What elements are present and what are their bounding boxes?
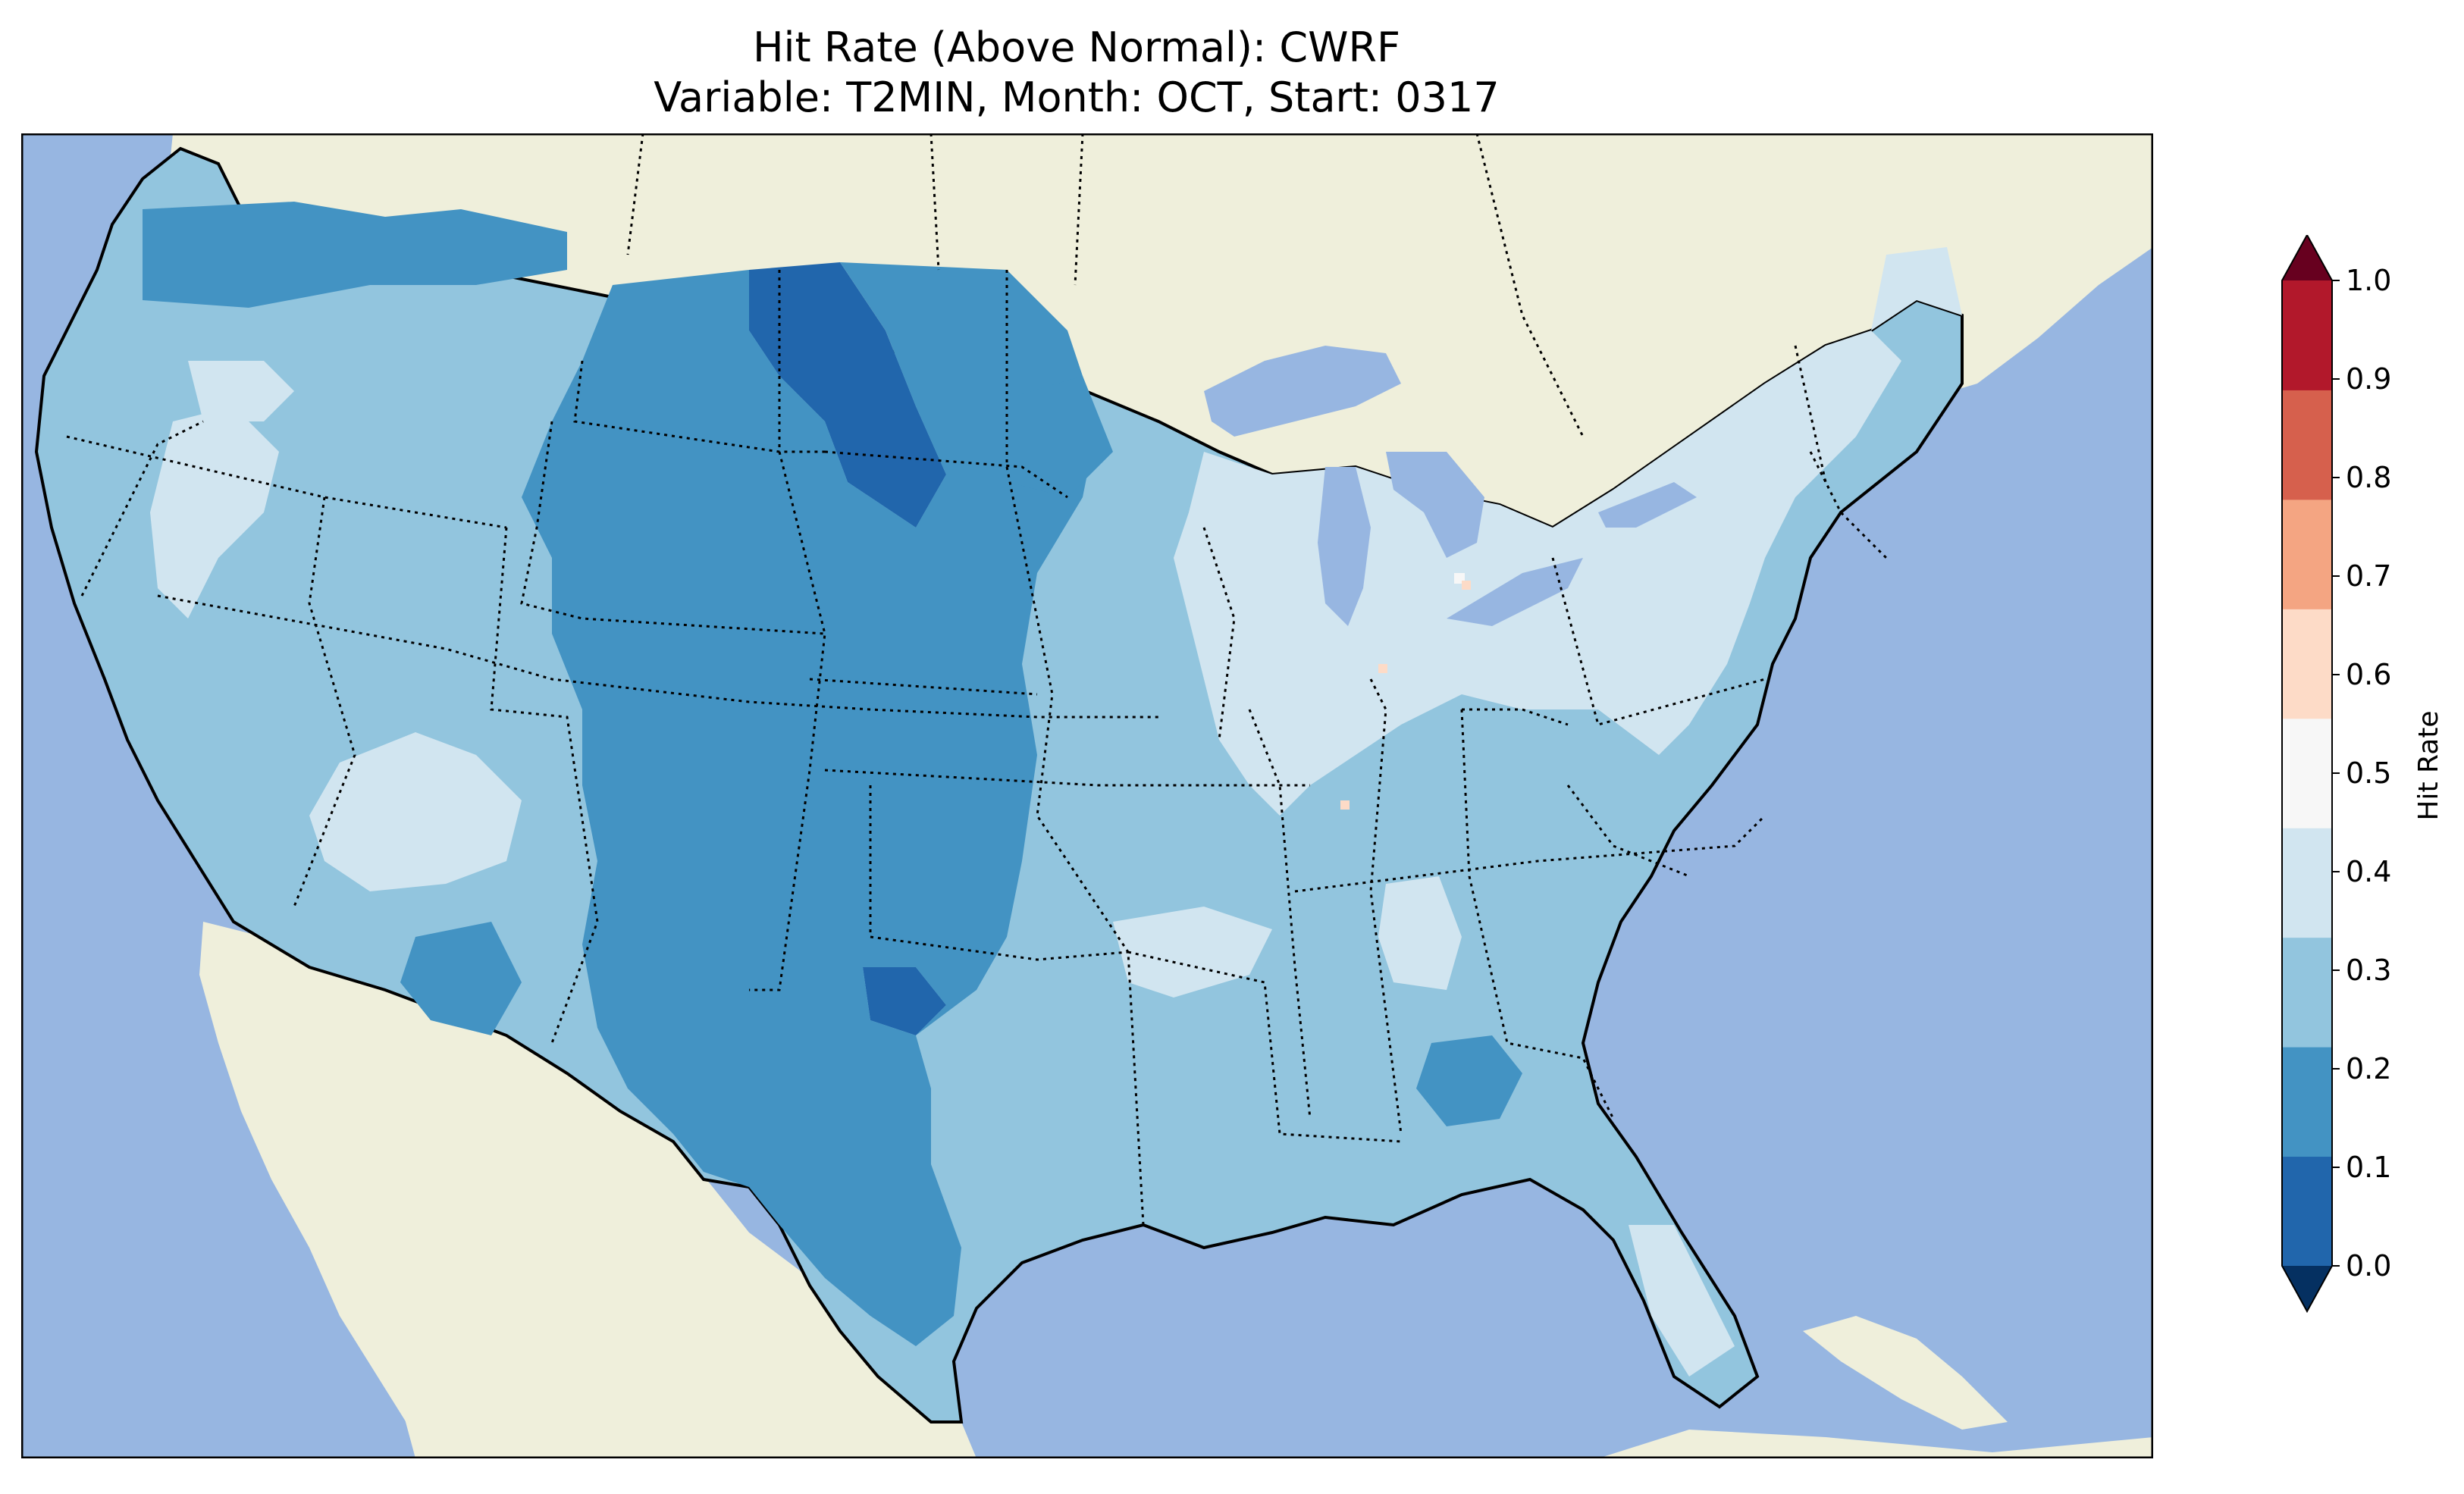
patch-0.1-0.2 xyxy=(749,262,946,528)
border xyxy=(157,594,1158,719)
colorbar-tick-label: 0.7 xyxy=(2346,559,2391,593)
cuba-land xyxy=(1803,1316,2008,1430)
state-borders xyxy=(66,133,1888,1226)
colorbar-segment xyxy=(2282,1156,2332,1267)
colorbar-tick-label: 0.8 xyxy=(2346,461,2391,494)
border xyxy=(80,420,204,597)
border xyxy=(293,496,356,907)
patch-0.6-0.7 xyxy=(1340,800,1350,810)
colorbar-segment xyxy=(2282,280,2332,390)
colorbar-segment xyxy=(2282,937,2332,1048)
lake-erie xyxy=(1447,558,1583,626)
great-lakes xyxy=(1204,346,1697,626)
south-land xyxy=(1598,1430,2153,1458)
border xyxy=(490,527,599,1044)
patch-0.2-0.3 xyxy=(1007,376,1113,497)
border xyxy=(520,421,826,635)
border xyxy=(1794,345,1827,483)
patch-0.6-0.7 xyxy=(1378,664,1387,673)
border xyxy=(824,769,1310,787)
border xyxy=(749,270,826,991)
border xyxy=(809,678,1038,696)
map-frame xyxy=(21,133,2153,1458)
border xyxy=(1202,527,1236,741)
patch-0.1-0.2 xyxy=(863,967,946,1035)
colorbar-segments xyxy=(2281,235,2333,1314)
border xyxy=(1248,709,1312,1120)
colorbar-segment xyxy=(2282,828,2332,938)
border xyxy=(929,133,940,271)
patch-0.2-0.3 xyxy=(1416,1035,1522,1126)
map-panel xyxy=(21,133,2153,1458)
patch-0.4-0.5 xyxy=(1378,876,1462,990)
colorbar-tick-label: 0.0 xyxy=(2346,1249,2391,1283)
patch-0.2-0.3 xyxy=(400,922,522,1035)
colorbar-tick-label: 0.4 xyxy=(2346,855,2391,888)
colorbar-tick-label: 0.5 xyxy=(2346,756,2391,790)
colorbar-segment xyxy=(2282,1047,2332,1157)
colorbar-label: Hit Rate xyxy=(2413,710,2444,820)
border xyxy=(1462,708,1569,726)
border xyxy=(1294,814,1766,893)
lake-michigan xyxy=(1318,467,1371,626)
title-line-2: Variable: T2MIN, Month: OCT, Start: 0317 xyxy=(654,74,1500,121)
colorbar-extend-max xyxy=(2282,235,2332,280)
border xyxy=(869,785,1129,961)
patch-0.4-0.5 xyxy=(1871,247,1962,330)
border xyxy=(1005,270,1145,1226)
patch-0.6-0.7 xyxy=(1462,581,1471,590)
patch-0.2-0.3 xyxy=(522,262,1098,1346)
colorbar: 0.0 0.1 0.2 0.3 0.4 0.5 0.6 0.7 0.8 0.9 1.0 Hit Ra… xyxy=(2281,235,2444,1314)
colorbar-tick-label: 0.6 xyxy=(2346,658,2391,691)
colorbar-tick-label: 0.1 xyxy=(2346,1151,2391,1184)
chart-title: Hit Rate (Above Normal): CWRF Variable: … xyxy=(0,23,2153,123)
patch-0.4-0.5 xyxy=(309,732,522,891)
colorbar-tick-label: 1.0 xyxy=(2346,264,2391,297)
border xyxy=(1074,133,1084,286)
lake-ontario xyxy=(1598,482,1697,528)
border xyxy=(1566,785,1690,878)
border xyxy=(66,435,507,529)
title-line-1: Hit Rate (Above Normal): CWRF xyxy=(752,23,1401,71)
colorbar-segment xyxy=(2282,718,2332,828)
colorbar-segment xyxy=(2282,609,2332,719)
border xyxy=(1475,133,1585,437)
colorbar-tick-label: 0.2 xyxy=(2346,1052,2391,1085)
border xyxy=(1369,678,1403,1135)
patch-0.4-0.5 xyxy=(1629,1225,1735,1377)
border xyxy=(1551,557,1766,726)
colorbar-segment xyxy=(2282,499,2332,609)
colorbar-segment xyxy=(2282,390,2332,500)
patch-0.2-0.3 xyxy=(143,202,567,308)
colorbar-tick-label: 0.9 xyxy=(2346,362,2391,396)
border xyxy=(626,133,644,255)
colorbar-extend-min xyxy=(2282,1266,2332,1311)
lake-huron xyxy=(1386,452,1484,558)
patch-0.4-0.5 xyxy=(188,361,294,421)
border xyxy=(573,360,825,453)
lake-superior xyxy=(1204,346,1401,437)
colorbar-tick-label: 0.3 xyxy=(2346,954,2391,987)
baja-land xyxy=(199,922,446,1437)
border xyxy=(824,450,1068,499)
colorbar-ticks: 0.0 0.1 0.2 0.3 0.4 0.5 0.6 0.7 0.8 0.9 1.0 xyxy=(2332,264,2391,1283)
patch-0.4-0.5 xyxy=(150,406,279,619)
border xyxy=(1127,951,1402,1143)
